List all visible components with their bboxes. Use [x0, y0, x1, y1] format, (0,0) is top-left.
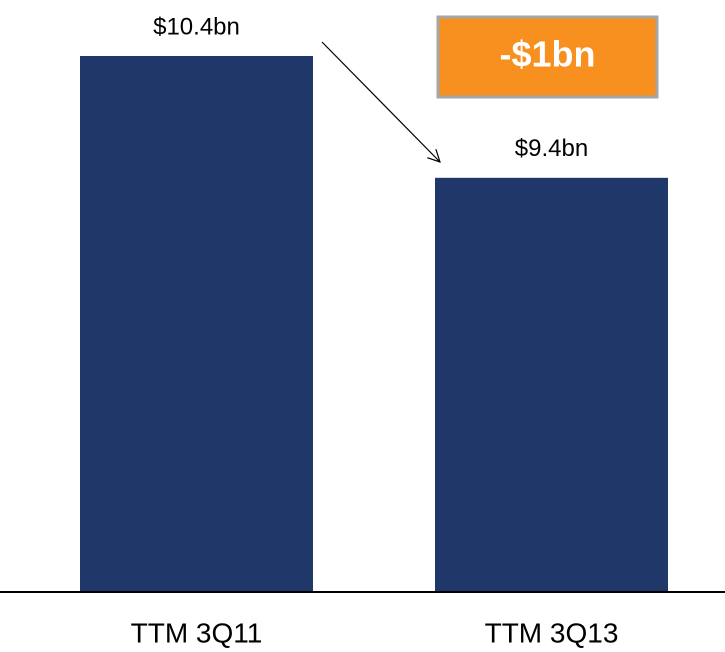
annotation-box — [436, 15, 659, 99]
arrow — [321, 41, 440, 162]
bar — [80, 56, 313, 592]
annotation: -$1bn — [499, 34, 595, 75]
x-tick-label: TTM 3Q11 — [131, 617, 263, 648]
value-label: $10.4bn — [153, 13, 240, 40]
x-tick-label: TTM 3Q13 — [485, 617, 619, 648]
value-label: $9.4bn — [515, 135, 588, 162]
bar — [435, 177, 668, 592]
